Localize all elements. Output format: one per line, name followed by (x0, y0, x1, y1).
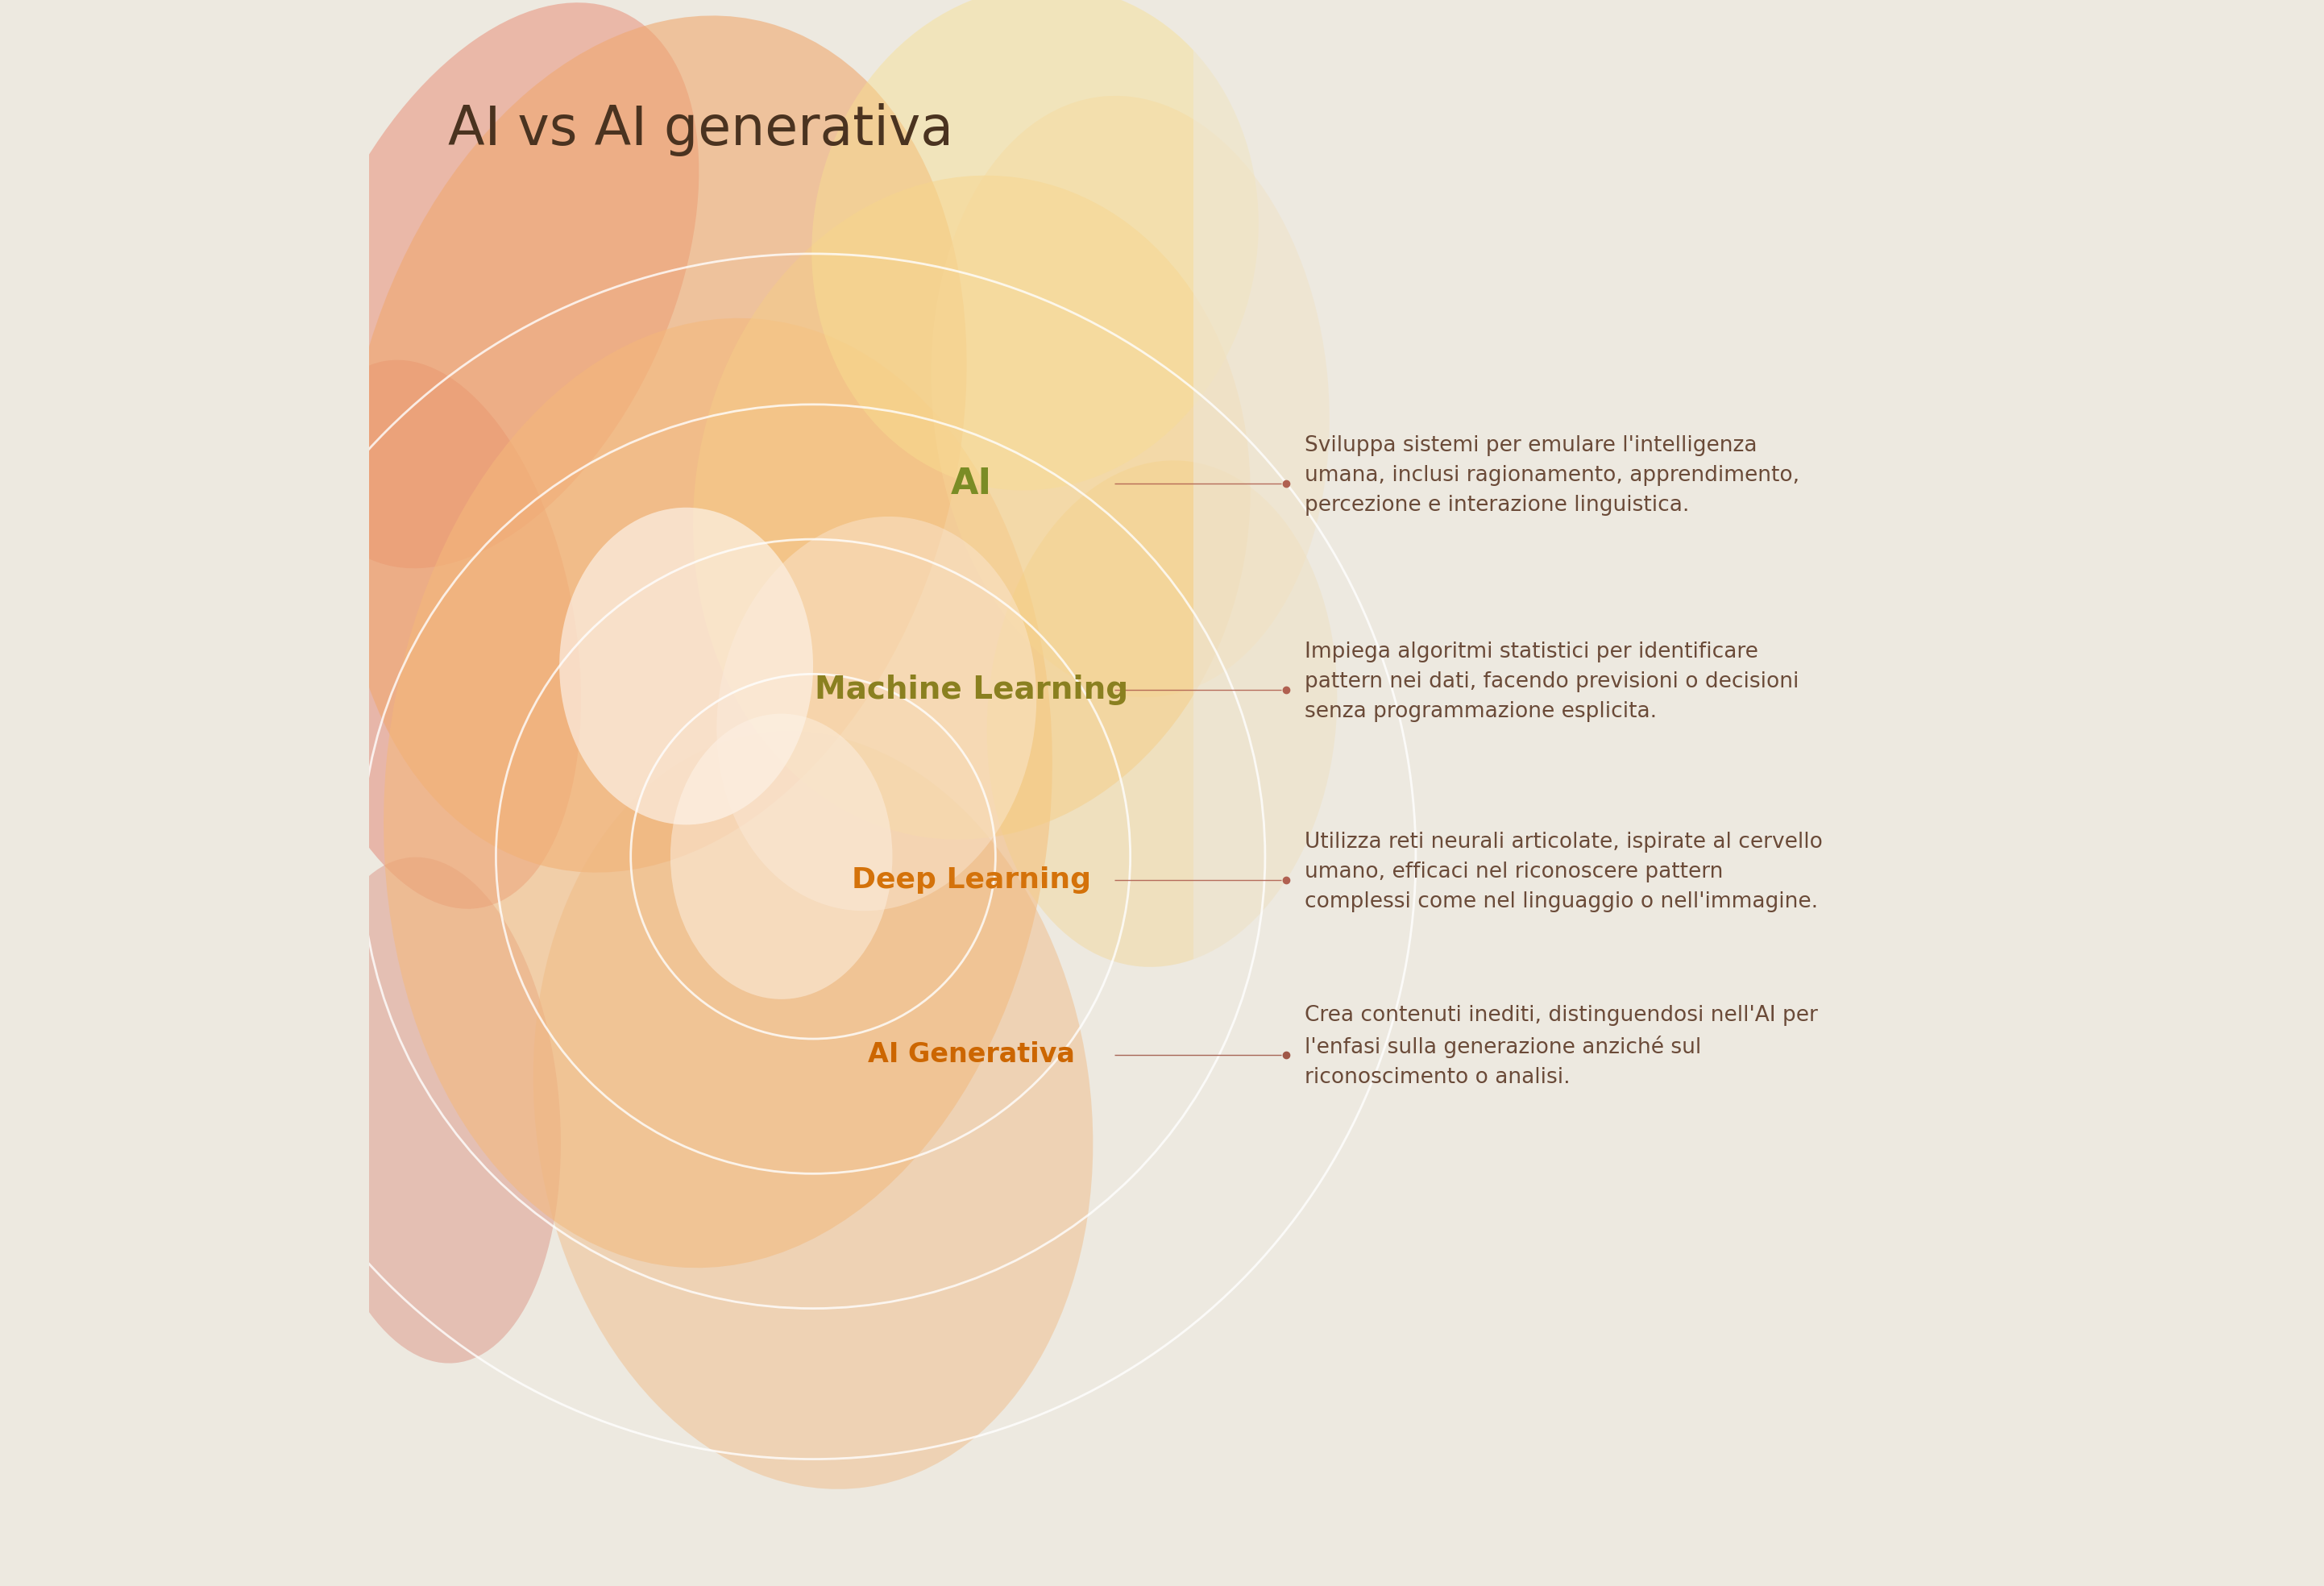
Ellipse shape (284, 360, 581, 909)
Text: AI Generativa: AI Generativa (869, 1042, 1076, 1067)
Ellipse shape (988, 460, 1336, 967)
Ellipse shape (932, 95, 1329, 698)
Text: Utilizza reti neurali articolate, ispirate al cervello
umano, efficaci nel ricon: Utilizza reti neurali articolate, ispira… (1304, 833, 1822, 912)
Ellipse shape (560, 508, 813, 825)
Ellipse shape (716, 517, 1037, 910)
Text: Deep Learning: Deep Learning (853, 866, 1092, 895)
Ellipse shape (532, 731, 1092, 1489)
Ellipse shape (304, 856, 560, 1364)
Text: Machine Learning: Machine Learning (816, 674, 1129, 706)
Ellipse shape (669, 714, 892, 999)
Text: Crea contenuti inediti, distinguendosi nell'AI per
l'enfasi sulla generazione an: Crea contenuti inediti, distinguendosi n… (1304, 1006, 1817, 1088)
Ellipse shape (342, 16, 967, 872)
Text: AI vs AI generativa: AI vs AI generativa (449, 103, 953, 157)
Text: AI: AI (951, 466, 992, 501)
Bar (1195, 0, 1987, 1586)
Text: Impiega algoritmi statistici per identificare
pattern nei dati, facendo previsio: Impiega algoritmi statistici per identif… (1304, 642, 1799, 722)
Ellipse shape (293, 3, 700, 568)
Ellipse shape (811, 0, 1260, 490)
Ellipse shape (693, 176, 1250, 839)
Ellipse shape (383, 319, 1053, 1267)
Text: Sviluppa sistemi per emulare l'intelligenza
umana, inclusi ragionamento, apprend: Sviluppa sistemi per emulare l'intellige… (1304, 436, 1799, 515)
